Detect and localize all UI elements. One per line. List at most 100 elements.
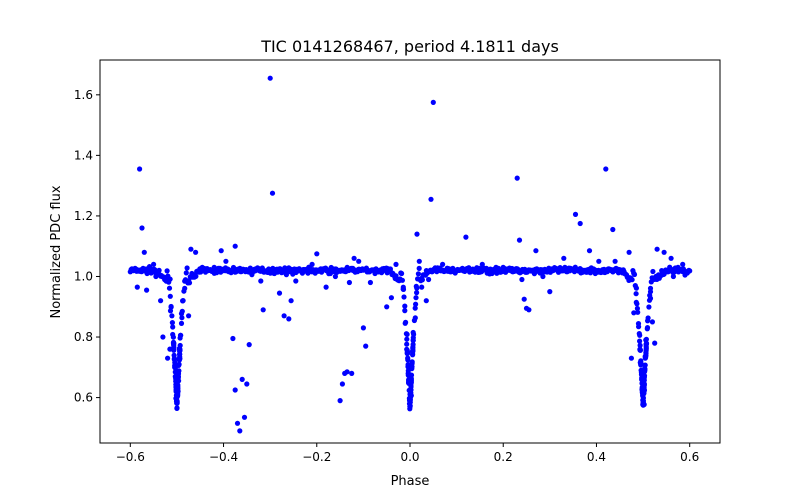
data-point: [416, 265, 422, 271]
data-point: [406, 372, 412, 379]
data-point: [173, 388, 179, 395]
data-point: [174, 405, 180, 411]
y-axis-ticks: 0.6 0.8 1.0 1.2 1.4 1.6: [74, 88, 100, 405]
data-point: [384, 304, 390, 310]
data-point: [400, 284, 406, 290]
data-point: [244, 381, 250, 387]
data-point: [514, 175, 520, 181]
data-point: [516, 237, 523, 243]
data-point: [177, 342, 183, 349]
data-point: [156, 267, 162, 273]
data-point: [404, 331, 410, 337]
data-point: [239, 376, 245, 382]
data-point: [356, 258, 362, 264]
data-point: [407, 403, 413, 409]
data-point: [670, 273, 677, 280]
data-point: [170, 339, 177, 345]
data-point: [631, 271, 638, 278]
data-point: [404, 336, 410, 342]
data-points: [127, 75, 693, 434]
data-point: [180, 298, 186, 304]
data-point: [139, 225, 145, 231]
data-point: [636, 324, 642, 330]
data-point: [639, 389, 646, 395]
data-point: [288, 298, 294, 304]
data-point: [572, 211, 579, 217]
data-point: [177, 332, 184, 338]
data-point: [281, 313, 287, 319]
data-point: [223, 258, 229, 264]
data-point: [633, 291, 639, 297]
data-point: [399, 277, 405, 283]
data-point: [631, 310, 637, 316]
data-point: [633, 299, 639, 305]
data-point: [412, 315, 418, 321]
x-axis-label: Phase: [391, 474, 430, 489]
data-point: [642, 366, 648, 372]
data-point: [167, 276, 173, 282]
x-tick-label: −0.4: [209, 450, 238, 464]
y-tick-label: 1.0: [74, 269, 93, 283]
data-point: [640, 395, 647, 401]
data-point: [166, 285, 173, 291]
data-point: [141, 249, 147, 255]
data-point: [643, 336, 650, 342]
data-point: [687, 268, 693, 274]
data-point: [638, 369, 645, 376]
data-point: [193, 249, 199, 255]
data-point: [332, 273, 338, 280]
data-point: [612, 258, 618, 264]
y-axis-label: Normalized PDC flux: [49, 185, 64, 318]
data-point: [428, 196, 434, 202]
data-point: [419, 277, 425, 283]
data-point: [409, 366, 415, 372]
data-point: [603, 166, 609, 172]
data-point: [402, 308, 408, 314]
data-point: [561, 255, 567, 261]
data-point: [169, 313, 175, 319]
data-point: [234, 420, 241, 426]
data-point: [646, 304, 652, 310]
data-point: [260, 307, 266, 313]
data-point: [175, 370, 181, 376]
data-point: [160, 334, 166, 340]
x-tick-label: 0.6: [680, 450, 699, 464]
data-point: [188, 246, 194, 252]
data-point: [186, 280, 193, 286]
data-point: [177, 348, 183, 354]
data-point: [407, 391, 413, 397]
data-point: [650, 268, 656, 275]
data-point: [643, 341, 650, 347]
data-point: [402, 320, 408, 326]
data-point: [183, 270, 189, 276]
data-point: [463, 234, 469, 240]
data-point: [258, 278, 264, 284]
data-point: [344, 369, 350, 375]
data-point: [413, 283, 419, 289]
data-point: [169, 320, 175, 326]
data-point: [410, 335, 416, 341]
y-tick-label: 0.8: [74, 330, 93, 344]
data-point: [649, 319, 656, 325]
data-point: [367, 279, 373, 286]
data-point: [680, 261, 686, 267]
data-point: [269, 190, 276, 196]
data-point: [323, 284, 329, 290]
data-point: [241, 414, 248, 420]
data-point: [521, 296, 527, 302]
data-point: [423, 298, 429, 304]
data-point: [675, 264, 681, 270]
data-point: [500, 264, 506, 270]
data-point: [176, 357, 182, 363]
data-point: [416, 258, 422, 264]
data-point: [363, 343, 369, 349]
data-point: [682, 272, 688, 278]
data-point: [577, 220, 583, 227]
data-point: [404, 341, 410, 347]
data-point: [626, 249, 632, 255]
data-point: [547, 289, 553, 295]
data-point: [388, 295, 394, 301]
data-point: [637, 342, 643, 348]
data-point: [407, 398, 413, 404]
